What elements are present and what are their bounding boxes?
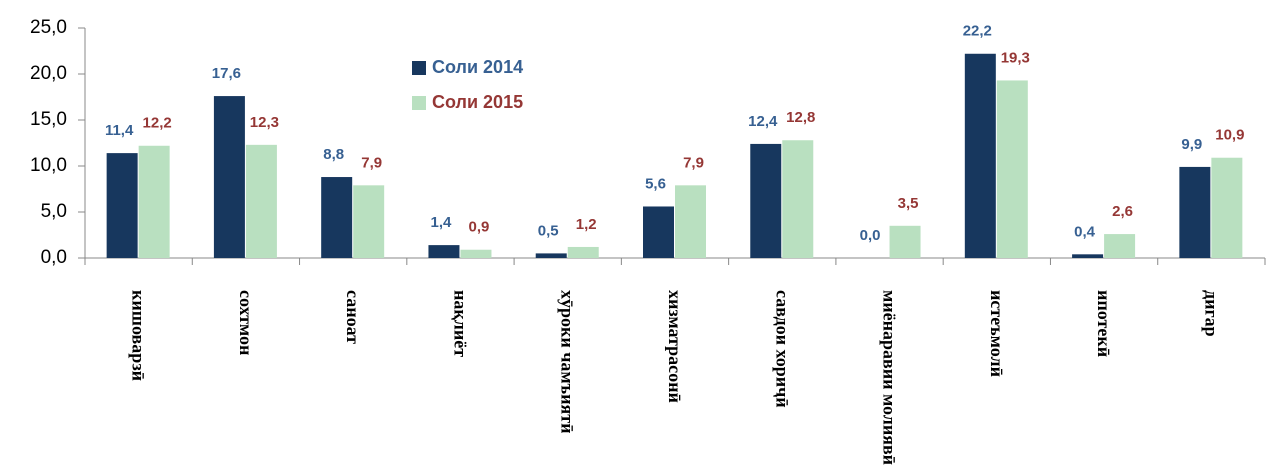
data-label: 19,3 xyxy=(1001,49,1030,66)
bar xyxy=(1179,166,1211,258)
data-label: 9,9 xyxy=(1181,136,1202,153)
x-tick-label: дигар xyxy=(1201,290,1222,337)
data-label: 2,6 xyxy=(1112,203,1133,220)
x-tick-label: ипотекӣ xyxy=(1094,290,1115,358)
data-label: 8,8 xyxy=(323,146,344,163)
x-tick-label: истеъмолӣ xyxy=(986,290,1007,377)
data-label: 10,9 xyxy=(1215,127,1244,144)
y-tick-label: 10,0 xyxy=(30,155,67,176)
data-label: 0,0 xyxy=(860,227,881,244)
data-label: 1,2 xyxy=(576,216,597,233)
data-label: 12,8 xyxy=(786,109,815,126)
x-tick-label: саноат xyxy=(343,290,364,344)
bar xyxy=(535,253,567,258)
bar xyxy=(889,225,921,258)
bar xyxy=(782,140,814,258)
y-tick-label: 15,0 xyxy=(30,109,67,130)
y-tick-label: 25,0 xyxy=(30,17,67,38)
data-label: 5,6 xyxy=(645,175,666,192)
bar xyxy=(353,185,385,258)
y-tick-label: 0,0 xyxy=(41,247,67,268)
bar xyxy=(1104,234,1136,258)
y-tick-label: 5,0 xyxy=(41,201,67,222)
data-label: 12,2 xyxy=(143,115,172,132)
data-label: 3,5 xyxy=(898,195,919,212)
data-label: 11,4 xyxy=(105,122,134,139)
data-label: 7,9 xyxy=(361,154,382,171)
x-tick-label: нақлиёт xyxy=(450,290,471,358)
x-tick-label: кишоварзӣ xyxy=(128,290,149,382)
y-tick-label: 20,0 xyxy=(30,63,67,84)
data-label: 12,3 xyxy=(250,114,279,131)
bar xyxy=(643,206,674,258)
legend-swatch xyxy=(412,96,426,110)
data-label: 0,5 xyxy=(538,222,559,239)
bar xyxy=(567,246,599,258)
bar xyxy=(106,153,138,258)
bar xyxy=(996,80,1028,258)
x-tick-label: сохтмон xyxy=(235,290,256,356)
bar xyxy=(675,185,706,258)
x-tick-label: хӯроки чамъиятӣ xyxy=(557,290,578,434)
bar xyxy=(245,144,277,258)
bar xyxy=(1211,157,1243,258)
bar xyxy=(750,143,782,258)
data-label: 17,6 xyxy=(212,65,241,82)
x-tick-label: хизматрасонӣ xyxy=(665,290,685,403)
legend-label: Соли 2015 xyxy=(432,92,523,112)
data-label: 7,9 xyxy=(683,154,704,171)
bar xyxy=(321,177,353,258)
data-label: 22,2 xyxy=(963,23,992,40)
x-tick-label: савдои хориҷӣ xyxy=(772,290,793,408)
legend-label: Соли 2014 xyxy=(432,57,523,77)
bar xyxy=(1072,254,1104,258)
x-tick-label: миёнаравии молиявӣ xyxy=(879,290,900,466)
legend-swatch xyxy=(412,61,426,75)
bar xyxy=(964,53,996,259)
bar xyxy=(213,96,245,258)
data-label: 1,4 xyxy=(431,214,453,231)
bar xyxy=(138,145,170,258)
data-label: 12,4 xyxy=(748,113,778,130)
data-label: 0,9 xyxy=(469,219,490,236)
data-label: 0,4 xyxy=(1074,223,1096,240)
bar xyxy=(460,249,492,258)
bar xyxy=(428,245,460,258)
